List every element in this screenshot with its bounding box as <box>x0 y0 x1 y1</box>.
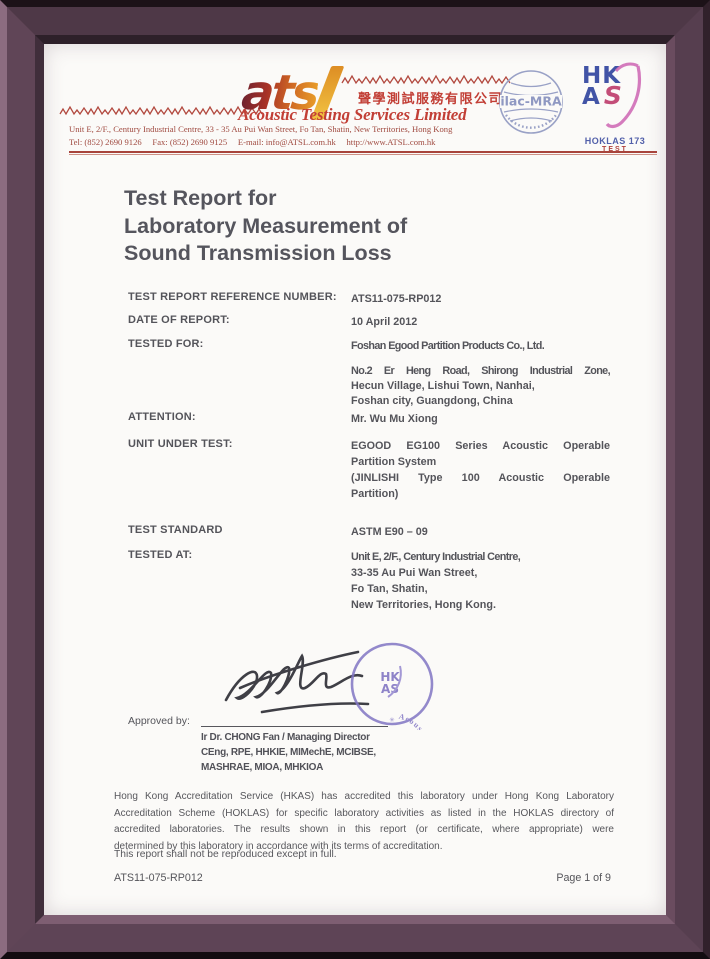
approved-by-label: Approved by: <box>128 715 190 727</box>
tested-for-address-line-3: Foshan city, Guangdong, China <box>351 395 513 407</box>
waveform-zigzag-top-icon <box>341 74 511 85</box>
tested-at-line-2: 33-35 Au Pui Wan Street, <box>351 567 478 579</box>
accreditation-line-3: accredited laboratories. The results sho… <box>114 824 614 835</box>
hkas-hk-text: HK <box>582 63 622 89</box>
page-footer-row: ATS11-075-RP012 Page 1 of 9 <box>114 872 611 884</box>
field-value-tested-for: Foshan Egood Partition Products Co., Ltd… <box>351 340 545 352</box>
report-title-line-1: Test Report for <box>124 186 277 210</box>
accreditation-line-1: Hong Kong Accreditation Service (HKAS) h… <box>114 791 614 802</box>
approver-qualifications-2: MASHRAE, MIOA, MHKIOA <box>201 762 324 773</box>
field-value-attention: Mr. Wu Mu Xiong <box>351 413 438 425</box>
tested-at-line-1: Unit E, 2/F., Century Industrial Centre, <box>351 551 521 563</box>
field-value-tested-for-address: No.2 Er Heng Road, Shirong Industrial Zo… <box>351 364 611 409</box>
report-title: Test Report for Laboratory Measurement o… <box>124 185 407 268</box>
signature-line <box>201 726 388 727</box>
unit-under-test-line-1: EGOOD EG100 Series Acoustic Operable <box>351 440 610 452</box>
hkas-ribbon-icon <box>605 62 642 129</box>
letterhead-address: Unit E, 2/F., Century Industrial Centre,… <box>69 124 453 134</box>
company-name-chinese: 聲學測試服務有限公司 <box>358 91 504 106</box>
approver-qualifications-1: CEng, RPE, HHKIE, MIMechE, MCIBSE, <box>201 747 376 758</box>
field-label-date-of-report: DATE OF REPORT: <box>128 314 230 326</box>
picture-frame-middle <box>7 7 703 952</box>
unit-under-test-line-2: Partition System <box>351 456 437 468</box>
tested-for-address-line-2: Hecun Village, Lishui Town, Nanhai, <box>351 380 535 392</box>
hoklas-test-label: TEST <box>602 146 628 153</box>
accreditation-line-2: Accreditation Scheme (HOKLAS) for specif… <box>114 807 614 819</box>
page-number: Page 1 of 9 <box>556 872 611 884</box>
report-page: ats 聲學測試服務有限公司 Acoustic Testing Services… <box>44 44 666 915</box>
hkas-s-text: S <box>603 81 622 110</box>
field-value-tested-at: Unit E, 2/F., Century Industrial Centre,… <box>351 549 610 613</box>
field-label-reference-number: TEST REPORT REFERENCE NUMBER: <box>128 291 337 303</box>
accreditation-line-4: determined by this laboratory in accorda… <box>114 840 443 852</box>
picture-frame-inner-bevel <box>35 35 675 924</box>
field-value-unit-under-test: EGOOD EG100 Series Acoustic Operable Par… <box>351 438 610 502</box>
field-label-attention: ATTENTION: <box>128 411 196 423</box>
report-reference: ATS11-075-RP012 <box>114 872 203 884</box>
waveform-zigzag-left-icon <box>59 105 263 116</box>
report-title-line-3: Sound Transmission Loss <box>124 241 392 265</box>
field-label-tested-for: TESTED FOR: <box>128 338 204 350</box>
ilac-mra-label: ilac-MRA <box>500 94 562 109</box>
header-rule-divider <box>69 151 657 155</box>
stamp-hk-text: HK <box>380 670 400 684</box>
company-name-english: Acoustic Testing Services Limited <box>238 105 467 124</box>
hoklas-number: HOKLAS 173 <box>584 136 646 146</box>
approval-stamp: Acoustic Testing Services Limited ✳ HK A… <box>350 642 434 730</box>
unit-under-test-line-4: Partition) <box>351 488 399 500</box>
report-title-line-2: Laboratory Measurement of <box>124 213 408 238</box>
reproduction-note: This report shall not be reproduced exce… <box>114 849 337 860</box>
stamp-star-icon: ✳ <box>389 716 395 724</box>
tested-for-address-line-1: No.2 Er Heng Road, Shirong Industrial Zo… <box>351 365 611 377</box>
approver-name: Ir Dr. CHONG Fan / Managing Director <box>201 732 370 743</box>
field-label-unit-under-test: UNIT UNDER TEST: <box>128 438 233 450</box>
unit-under-test-line-3: (JINLISHI Type 100 Acoustic Operable <box>351 472 610 484</box>
field-value-date-of-report: 10 April 2012 <box>351 316 418 328</box>
field-value-test-standard: ASTM E90 – 09 <box>351 526 428 538</box>
tested-at-line-4: New Territories, Hong Kong. <box>351 599 496 611</box>
ilac-mra-logo: ilac-MRA <box>499 70 563 134</box>
letterhead-contact: Tel: (852) 2690 9126 Fax: (852) 2690 912… <box>69 137 436 147</box>
tested-at-line-3: Fo Tan, Shatin, <box>351 583 428 595</box>
field-label-test-standard: TEST STANDARD <box>128 524 223 536</box>
stamp-tick-icon <box>387 665 402 698</box>
hkas-a-text: A <box>582 84 600 110</box>
field-value-reference-number: ATS11-075-RP012 <box>351 293 442 305</box>
field-label-tested-at: TESTED AT: <box>128 549 193 561</box>
accreditation-statement: Hong Kong Accreditation Service (HKAS) h… <box>114 789 614 855</box>
